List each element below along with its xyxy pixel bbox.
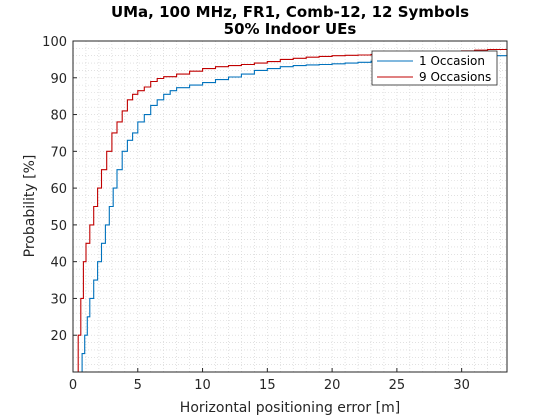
y-tick-label: 80 bbox=[50, 109, 67, 124]
plot-border bbox=[72, 40, 508, 373]
y-axis-label: Probability [%] bbox=[22, 155, 38, 258]
grid bbox=[73, 41, 507, 372]
y-tick-label: 50 bbox=[50, 219, 67, 234]
x-tick-label: 30 bbox=[453, 378, 470, 393]
legend: 1 Occasion 9 Occasions bbox=[371, 50, 498, 86]
x-axis-label: Horizontal positioning error [m] bbox=[180, 400, 400, 416]
y-tick-label: 100 bbox=[42, 35, 67, 50]
y-tick-label: 20 bbox=[50, 329, 67, 344]
x-tick-label: 25 bbox=[389, 378, 406, 393]
x-tick-label: 15 bbox=[259, 378, 276, 393]
y-tick-label: 40 bbox=[50, 256, 67, 271]
y-tick-label: 30 bbox=[50, 292, 67, 307]
plot-area bbox=[73, 41, 507, 372]
legend-label-1-occasion: 1 Occasion bbox=[419, 54, 485, 68]
y-ticks: 20 30 40 50 60 70 80 90 100 bbox=[42, 35, 77, 373]
legend-box bbox=[371, 50, 498, 86]
y-tick-label: 70 bbox=[50, 145, 67, 160]
y-tick-label: 90 bbox=[50, 72, 67, 87]
x-tick-label: 5 bbox=[134, 378, 142, 393]
legend-label-9-occasions: 9 Occasions bbox=[419, 70, 491, 84]
y-tick-label: 60 bbox=[50, 182, 67, 197]
x-tick-label: 20 bbox=[324, 378, 341, 393]
chart-subtitle: 50% Indoor UEs bbox=[224, 20, 357, 38]
x-tick-label: 10 bbox=[194, 378, 211, 393]
x-tick-label: 0 bbox=[69, 378, 77, 393]
chart-title: UMa, 100 MHz, FR1, Comb-12, 12 Symbols bbox=[111, 3, 469, 21]
x-ticks: 0 5 10 15 20 25 30 bbox=[69, 368, 470, 393]
